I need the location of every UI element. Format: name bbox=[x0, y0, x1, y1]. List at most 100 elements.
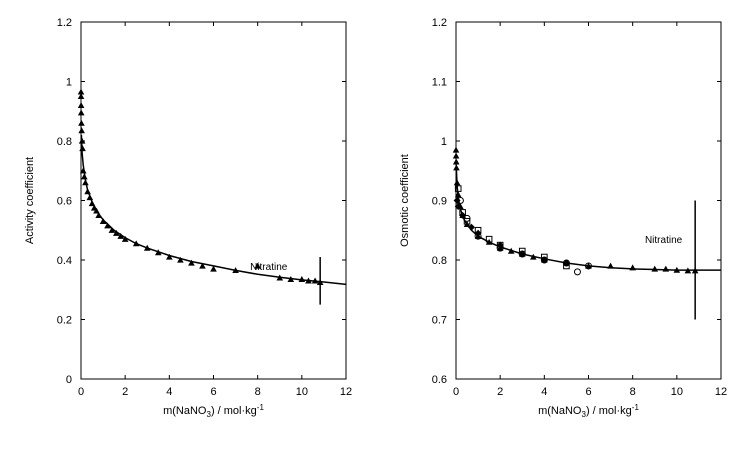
x-tick-label: 6 bbox=[210, 386, 216, 398]
data-point-triangle bbox=[121, 235, 129, 242]
data-point-triangle bbox=[529, 253, 537, 260]
data-point-triangle bbox=[188, 259, 195, 266]
x-tick-label: 10 bbox=[671, 386, 683, 398]
data-point-triangle bbox=[452, 152, 460, 159]
x-axis-label: m(NaNO3) / mol·kg-1 bbox=[538, 403, 639, 419]
x-axis-label-prefix: m(NaNO bbox=[163, 405, 207, 417]
data-point-triangle bbox=[78, 137, 86, 144]
osmotic-coefficient-chart: 0 2 4 6 8 10 12 0.6 0.7 0.8 0.9 1 1.1 1.2 m(NaNO3) / m… bbox=[399, 17, 727, 419]
data-point-triangle bbox=[629, 264, 636, 271]
data-point-triangle bbox=[452, 146, 460, 153]
data-point-triangle bbox=[132, 240, 140, 247]
data-point-triangle bbox=[305, 277, 312, 284]
data-point-triangle bbox=[507, 247, 515, 254]
data-point-triangle bbox=[79, 145, 86, 152]
data-point-triangle bbox=[84, 188, 91, 195]
data-point-triangle bbox=[177, 256, 184, 263]
data-point-triangle bbox=[77, 109, 85, 116]
data-point-triangle bbox=[82, 179, 89, 186]
y-axis-label: Osmotic coefficient bbox=[399, 154, 411, 247]
x-tick-label: 2 bbox=[497, 386, 503, 398]
x-axis-label-sub: 3 bbox=[581, 410, 586, 419]
y-tick-label: 0.7 bbox=[432, 315, 447, 327]
data-point-triangle bbox=[684, 267, 692, 274]
x-tick-label: 4 bbox=[541, 386, 547, 398]
data-point-diamond bbox=[518, 250, 526, 258]
x-tick-label: 6 bbox=[585, 386, 591, 398]
x-axis-label-prefix: m(NaNO bbox=[538, 405, 582, 417]
activity-coefficient-chart: 0 2 4 6 8 10 12 0 0.2 0.4 0.6 0.8 1 1.2 m(NaNO3) / mol… bbox=[24, 17, 352, 419]
data-point-diamond bbox=[562, 259, 570, 267]
data-point-triangle bbox=[93, 207, 100, 214]
x-axis-label-mid: ) / mol·kg bbox=[586, 405, 632, 417]
y-tick-label: 0 bbox=[66, 374, 72, 386]
x-axis-label-sup: -1 bbox=[632, 403, 640, 412]
data-point-square bbox=[454, 185, 462, 192]
data-point-triangle bbox=[79, 167, 87, 174]
plot-frame bbox=[80, 21, 347, 380]
data-point-diamond bbox=[453, 197, 461, 204]
data-point-triangle bbox=[113, 229, 120, 236]
data-point-circle bbox=[585, 262, 592, 270]
x-tick-label: 8 bbox=[630, 386, 636, 398]
data-point-triangle bbox=[99, 218, 107, 224]
data-point-triangle bbox=[77, 88, 85, 95]
data-point-triangle bbox=[210, 265, 217, 272]
data-point-square bbox=[485, 235, 493, 243]
data-point-triangle bbox=[453, 164, 460, 171]
x-tick-label: 12 bbox=[715, 386, 727, 398]
data-point-triangle bbox=[673, 266, 681, 273]
x-tick-label: 8 bbox=[255, 386, 261, 398]
data-point-triangle bbox=[232, 267, 239, 274]
x-tick-label: 4 bbox=[166, 386, 172, 398]
y-tick-label: 1.1 bbox=[432, 77, 447, 89]
data-point-triangle bbox=[143, 244, 151, 251]
data-point-triangle bbox=[117, 232, 125, 239]
y-tick-label: 0.8 bbox=[432, 255, 447, 267]
x-axis-label-sup: -1 bbox=[257, 403, 265, 412]
x-tick-label: 10 bbox=[296, 386, 308, 398]
data-point-triangle bbox=[287, 276, 295, 282]
data-point-triangle bbox=[454, 191, 462, 198]
data-point-triangle bbox=[166, 253, 173, 260]
data-point-diamond bbox=[459, 211, 467, 219]
data-point-triangle bbox=[607, 262, 614, 269]
data-point-triangle bbox=[311, 277, 319, 284]
x-axis-label-mid: ) / mol·kg bbox=[211, 405, 257, 417]
data-point-triangle bbox=[276, 274, 284, 281]
data-point-diamond bbox=[467, 223, 475, 231]
y-tick-label: 0.6 bbox=[432, 374, 447, 386]
data-point-triangle bbox=[108, 226, 116, 233]
x-tick-label: 0 bbox=[78, 386, 84, 398]
y-tick-label: 0.8 bbox=[57, 136, 72, 148]
nitratine-annotation: Nitratine bbox=[250, 262, 288, 273]
data-point-diamond bbox=[540, 256, 548, 264]
data-point-triangle bbox=[199, 262, 206, 269]
data-point-triangle bbox=[154, 249, 162, 256]
data-point-triangle bbox=[95, 212, 102, 219]
x-tick-label: 0 bbox=[453, 386, 459, 398]
y-tick-label: 1.2 bbox=[57, 17, 72, 29]
x-tick-label: 12 bbox=[340, 386, 352, 398]
data-point-diamond bbox=[454, 202, 462, 210]
plot-frame bbox=[455, 21, 722, 380]
data-point-triangle bbox=[104, 222, 111, 229]
data-point-triangle bbox=[452, 158, 460, 165]
data-point-square bbox=[463, 218, 471, 225]
data-point-diamond bbox=[474, 229, 482, 237]
data-point-triangle bbox=[691, 267, 699, 274]
fit-curve bbox=[455, 164, 721, 271]
data-point-triangle bbox=[651, 265, 659, 272]
y-tick-label: 1.2 bbox=[432, 17, 447, 29]
y-tick-label: 0.2 bbox=[57, 315, 72, 327]
data-point-triangle bbox=[298, 276, 306, 282]
y-tick-label: 1 bbox=[66, 77, 72, 89]
x-tick-label: 2 bbox=[122, 386, 128, 398]
nitratine-annotation: Nitratine bbox=[645, 235, 683, 246]
data-point-triangle bbox=[88, 200, 96, 207]
x-axis-label-sub: 3 bbox=[206, 410, 211, 419]
data-point-triangle bbox=[81, 173, 88, 180]
y-axis-label: Activity coefficient bbox=[24, 157, 36, 244]
data-point-triangle bbox=[78, 127, 85, 134]
y-tick-label: 0.9 bbox=[432, 196, 447, 208]
